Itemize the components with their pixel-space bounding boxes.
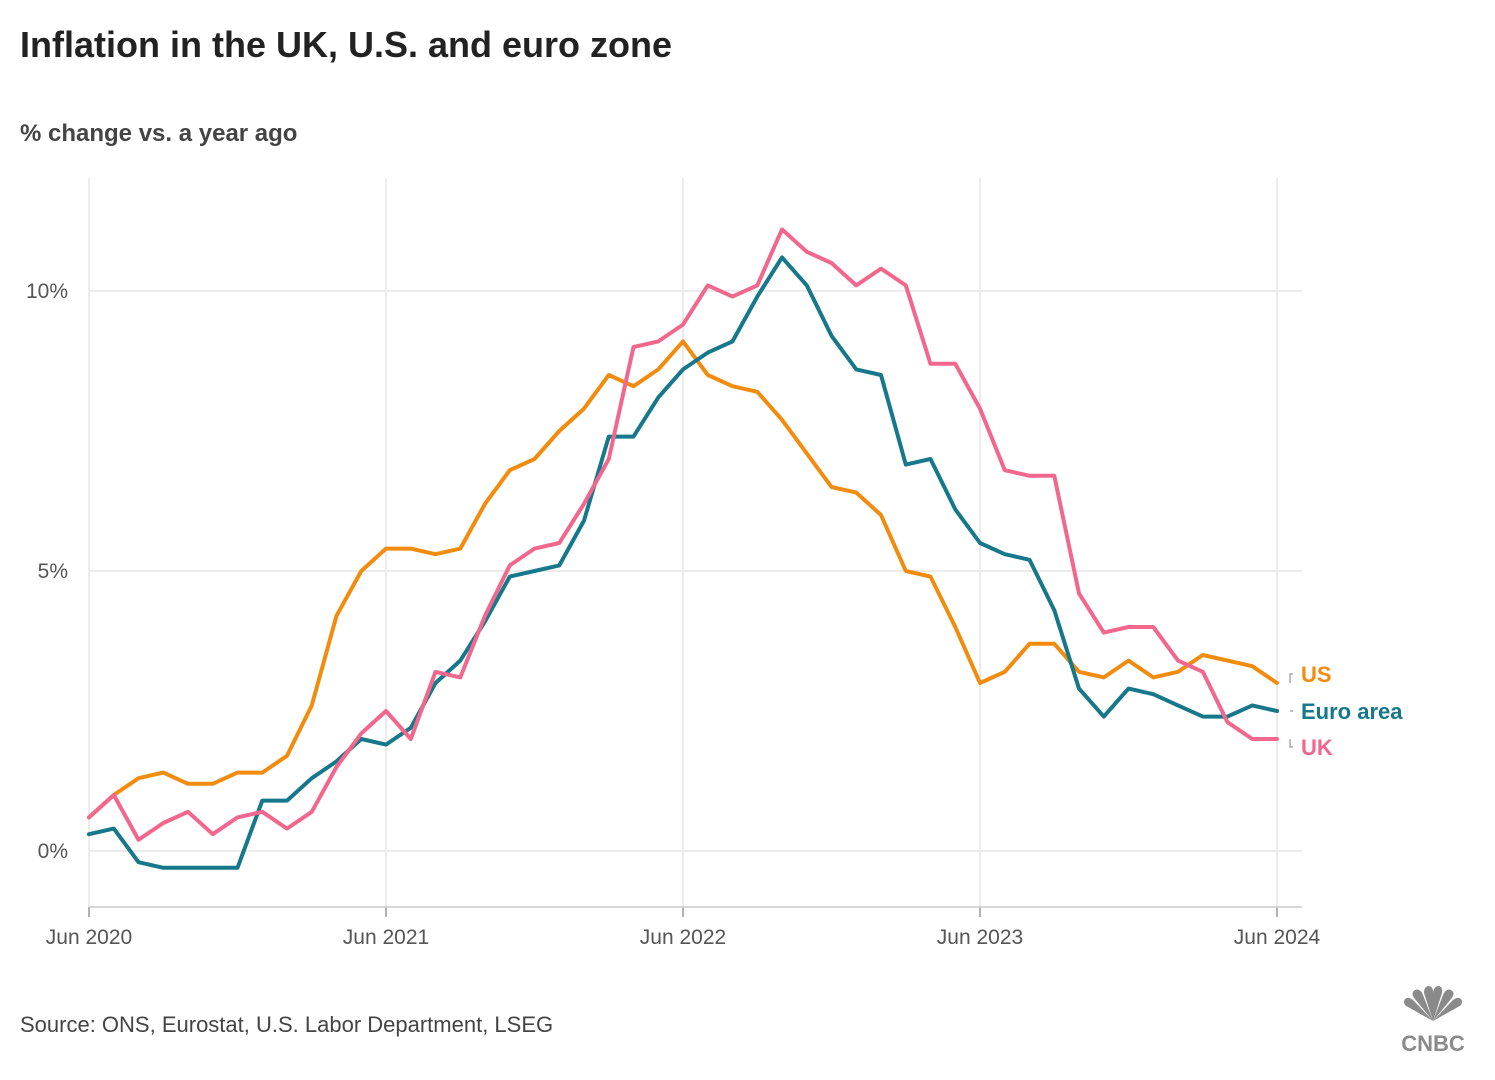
label-connector-uk (1289, 739, 1293, 748)
x-tick-label: Jun 2021 (343, 926, 429, 949)
gridlines (88, 178, 1302, 907)
series-labels: US Euro area UK (1289, 662, 1403, 760)
y-axis: 0% 5% 10% (26, 280, 68, 863)
y-tick-label: 0% (38, 840, 68, 863)
peacock-icon (1404, 986, 1462, 1021)
series-line-us (87, 339, 1279, 820)
series-label-uk: UK (1301, 735, 1333, 760)
x-tick-label: Jun 2024 (1234, 926, 1321, 949)
series-label-euro-area: Euro area (1301, 699, 1403, 724)
chart-subtitle: % change vs. a year ago (20, 120, 298, 147)
y-tick-label: 5% (38, 560, 68, 583)
series-line-euro-area (87, 255, 1279, 870)
series-line-uk (87, 227, 1279, 842)
logo-wordmark: CNBC (1401, 1031, 1465, 1055)
label-connector-us (1289, 673, 1293, 683)
x-axis: Jun 2020 Jun 2021 Jun 2022 Jun 2023 Jun 2024 (46, 906, 1321, 949)
chart-title: Inflation in the UK, U.S. and euro zone (20, 24, 673, 65)
y-tick-label: 10% (26, 280, 68, 303)
source-note: Source: ONS, Eurostat, U.S. Labor Depart… (20, 1012, 554, 1037)
x-tick-label: Jun 2022 (640, 926, 726, 949)
x-tick-label: Jun 2020 (46, 926, 132, 949)
series-lines (87, 227, 1279, 870)
series-label-us: US (1301, 662, 1332, 687)
cnbc-logo: CNBC (1401, 986, 1465, 1055)
x-tick-label: Jun 2023 (937, 926, 1023, 949)
line-chart: 0% 5% 10% Jun 2020 Jun 2021 Jun 2022 Jun 2023… (26, 178, 1403, 949)
